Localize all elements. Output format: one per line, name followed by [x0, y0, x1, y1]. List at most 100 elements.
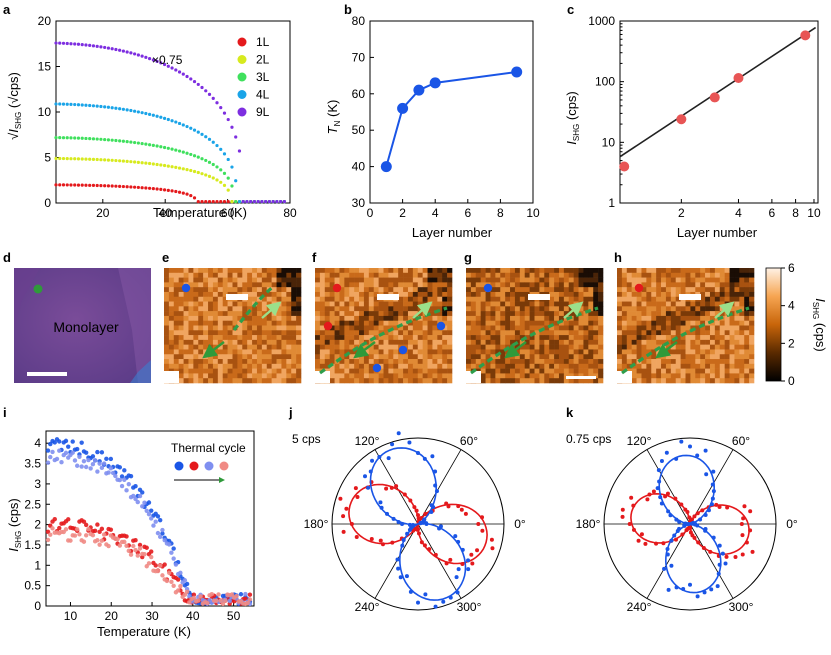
chart-j-data-point	[489, 537, 494, 542]
map-pixel	[417, 354, 423, 360]
panel-label-a: a	[3, 2, 11, 17]
map-pixel	[261, 268, 268, 274]
map-pixel	[665, 359, 672, 365]
map-pixel	[437, 335, 443, 341]
map-pixel	[242, 325, 248, 331]
map-pixel	[247, 311, 253, 317]
data-point	[54, 135, 58, 140]
map-pixel	[339, 325, 345, 331]
data-point	[63, 438, 69, 444]
map-pixel	[744, 359, 750, 365]
map-pixel	[334, 363, 340, 369]
map-pixel	[549, 354, 555, 360]
map-pixel	[388, 306, 394, 312]
map-pixel	[549, 363, 555, 369]
map-pixel	[393, 354, 399, 360]
map-pixel	[685, 378, 691, 384]
map-pixel	[368, 344, 375, 350]
map-pixel	[212, 373, 219, 379]
map-pixel	[383, 325, 389, 331]
map-pixel	[519, 301, 526, 307]
data-point	[129, 140, 133, 144]
map-pixel	[208, 373, 214, 379]
map-pixel	[626, 339, 632, 345]
map-pixel	[183, 339, 189, 345]
position-marker	[181, 283, 191, 293]
map-pixel	[363, 368, 370, 374]
data-point	[101, 461, 107, 466]
map-pixel	[334, 373, 340, 379]
map-pixel	[339, 272, 345, 278]
map-pixel	[519, 344, 526, 350]
map-pixel	[505, 320, 511, 326]
map-pixel	[437, 354, 443, 360]
map-pixel	[695, 287, 701, 293]
map-pixel	[315, 349, 321, 355]
chart-j-data-point	[419, 540, 424, 545]
map-pixel	[670, 296, 677, 302]
chart-k-radial-label: 0.75 cps	[566, 432, 611, 446]
map-pixel	[281, 335, 287, 341]
map-pixel	[281, 378, 287, 384]
map-pixel	[359, 296, 365, 302]
map-pixel	[670, 277, 677, 283]
map-pixel	[485, 330, 491, 336]
map-pixel	[378, 339, 384, 345]
chart-j-data-point	[390, 442, 395, 447]
map-pixel	[178, 291, 184, 298]
map-pixel	[276, 287, 282, 293]
map-pixel	[407, 320, 414, 326]
map-pixel	[529, 354, 535, 360]
map-pixel	[470, 339, 477, 345]
map-pixel	[568, 363, 574, 369]
map-pixel	[422, 268, 428, 274]
map-pixel	[193, 359, 199, 365]
map-pixel	[626, 277, 632, 283]
map-pixel	[544, 315, 550, 322]
map-pixel	[281, 320, 287, 326]
data-point	[77, 532, 82, 537]
map-pixel	[641, 378, 647, 384]
map-pixel	[232, 339, 238, 345]
map-pixel	[334, 339, 340, 345]
map-pixel	[568, 301, 574, 307]
map-pixel	[636, 301, 642, 307]
map-pixel	[168, 339, 175, 345]
map-pixel	[178, 349, 184, 355]
map-pixel	[319, 291, 326, 298]
map-pixel	[729, 373, 735, 379]
map-pixel	[212, 306, 219, 312]
map-pixel	[339, 287, 345, 293]
map-pixel	[568, 344, 574, 350]
map-pixel	[631, 287, 637, 293]
data-point	[133, 496, 138, 502]
map-pixel	[398, 315, 404, 322]
panel-label-b: b	[344, 2, 352, 17]
map-pixel	[398, 320, 404, 326]
map-pixel	[680, 354, 686, 360]
map-pixel	[524, 363, 530, 369]
map-pixel	[383, 311, 389, 317]
map-pixel	[690, 301, 696, 307]
map-pixel	[568, 287, 574, 293]
map-pixel	[354, 282, 360, 288]
chart-k-data-point	[740, 552, 745, 557]
map-pixel	[276, 306, 282, 312]
map-pixel	[217, 330, 224, 336]
map-pixel	[617, 344, 623, 350]
map-pixel	[714, 339, 721, 345]
map-pixel	[749, 291, 755, 298]
map-pixel	[232, 277, 238, 283]
map-pixel	[173, 330, 179, 336]
map-pixel	[447, 363, 453, 369]
legend-marker	[237, 37, 247, 47]
data-point	[198, 594, 203, 599]
data-point	[162, 116, 167, 120]
map-pixel	[578, 359, 584, 365]
map-pixel	[524, 373, 530, 379]
data-point	[95, 104, 99, 108]
map-pixel	[700, 325, 706, 331]
map-pixel	[281, 359, 287, 365]
map-pixel	[256, 268, 263, 274]
map-pixel	[714, 354, 721, 360]
